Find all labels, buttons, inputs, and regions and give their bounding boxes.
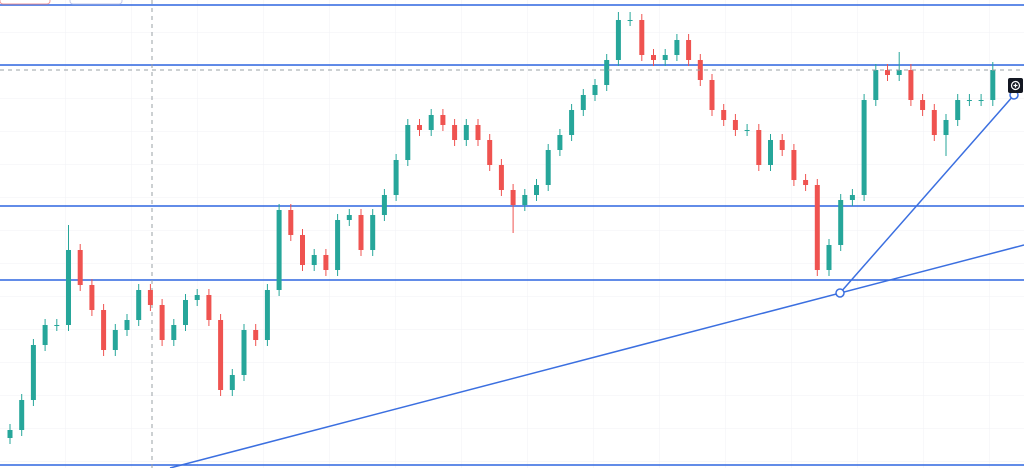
- candle-body: [861, 100, 867, 195]
- candle-body: [779, 140, 785, 150]
- candle-body: [510, 190, 516, 205]
- candle-body: [405, 125, 411, 160]
- candle-body: [498, 165, 504, 190]
- candle-body: [557, 135, 563, 150]
- candle-body: [896, 70, 902, 75]
- candle-body: [77, 250, 83, 285]
- candle-body: [30, 345, 36, 400]
- candle-body: [814, 185, 820, 270]
- candle-body: [756, 130, 762, 165]
- candle-body: [452, 125, 458, 140]
- anchor-handle[interactable]: [835, 288, 845, 298]
- candle-body: [662, 55, 668, 60]
- candle-body: [54, 325, 60, 326]
- candle-body: [838, 200, 844, 245]
- candle-body: [264, 290, 270, 340]
- candle-body: [885, 70, 890, 75]
- candle-body: [931, 110, 937, 135]
- candle-body: [171, 325, 177, 340]
- buy-button[interactable]: [69, 0, 123, 5]
- candle-body: [545, 150, 551, 185]
- candle-body: [229, 375, 235, 390]
- candle-body: [978, 100, 984, 101]
- candle-body: [849, 195, 855, 200]
- add-icon: [1010, 80, 1021, 91]
- candle-body: [241, 330, 247, 375]
- candle-body: [112, 330, 118, 350]
- candle-body: [381, 195, 387, 215]
- candle-body: [463, 125, 469, 140]
- candle-body: [19, 400, 25, 430]
- candle-body: [7, 430, 13, 438]
- candle-body: [920, 100, 926, 110]
- candle-body: [487, 140, 493, 165]
- candle-body: [569, 110, 575, 135]
- candle-body: [580, 95, 586, 110]
- candle-body: [417, 125, 422, 130]
- candle-body: [253, 330, 259, 340]
- candle-body: [276, 210, 282, 290]
- candle-body: [697, 60, 703, 80]
- candle-body: [124, 320, 130, 330]
- candle-body: [709, 80, 715, 110]
- candle-body: [966, 100, 972, 101]
- candle-body: [873, 70, 879, 100]
- candle-body: [300, 235, 305, 265]
- sell-button[interactable]: [0, 0, 51, 5]
- candle-body: [615, 20, 621, 60]
- trend-line[interactable]: [169, 244, 1024, 468]
- candle-body: [206, 295, 212, 320]
- candle-body: [592, 85, 598, 95]
- candle-body: [136, 290, 142, 320]
- candle-body: [159, 305, 165, 340]
- candle-body: [183, 300, 188, 325]
- candle-body: [732, 120, 738, 130]
- candle-body: [311, 255, 317, 265]
- add-icon: [1013, 83, 1018, 88]
- candle-body: [534, 185, 539, 195]
- candle-body: [370, 215, 376, 250]
- candle-body: [908, 70, 914, 100]
- candle-body: [651, 55, 656, 60]
- candle-body: [66, 250, 71, 325]
- candle-body: [440, 115, 446, 125]
- candle-body: [475, 125, 481, 140]
- candle-body: [826, 245, 832, 270]
- candle-body: [194, 295, 200, 300]
- candle-body: [522, 195, 528, 205]
- candle-body: [218, 320, 224, 390]
- candle-body: [791, 150, 797, 180]
- candle-body: [346, 215, 352, 220]
- candle-body: [358, 215, 364, 250]
- candle-body: [147, 290, 153, 305]
- candle-body: [288, 210, 294, 235]
- candle-body: [323, 255, 329, 270]
- candle-body: [89, 285, 95, 310]
- candle-body: [686, 40, 692, 60]
- candle-body: [393, 160, 399, 195]
- candle-body: [744, 130, 750, 131]
- candle-body: [943, 120, 949, 135]
- trend-line[interactable]: [839, 94, 1015, 294]
- candle-body: [101, 310, 107, 350]
- candle-body: [721, 110, 727, 120]
- candle-body: [803, 180, 809, 185]
- candle-body: [674, 40, 680, 55]
- candle-body: [627, 20, 633, 21]
- levels: [0, 4, 1024, 466]
- candle-body: [335, 220, 341, 270]
- candle-body: [990, 70, 996, 100]
- candle-body: [639, 20, 645, 55]
- candle-body: [768, 140, 773, 165]
- candle-body: [42, 325, 48, 345]
- candle-body: [604, 60, 610, 85]
- candle-body: [428, 115, 434, 130]
- candles: [0, 12, 1024, 444]
- candle-body: [955, 100, 961, 120]
